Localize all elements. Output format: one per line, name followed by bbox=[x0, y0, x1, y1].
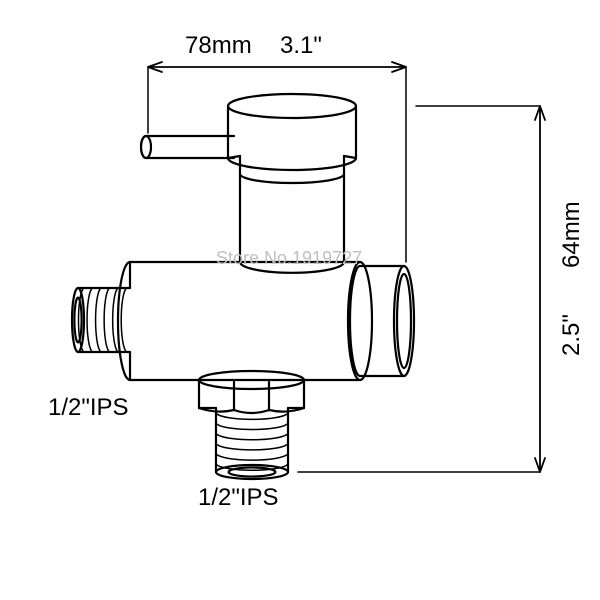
width-label-in: 3.1" bbox=[280, 32, 322, 60]
width-label-mm: 78mm bbox=[185, 32, 252, 60]
left-thread-label: 1/2"IPS bbox=[48, 394, 129, 422]
bottom-thread-label: 1/2"IPS bbox=[198, 484, 279, 512]
valve-diagram bbox=[0, 0, 600, 600]
watermark-line1: Store No.1919727 bbox=[216, 248, 362, 269]
height-label-mm: 64mm bbox=[558, 201, 586, 268]
height-label-in: 2.5" bbox=[558, 314, 586, 356]
